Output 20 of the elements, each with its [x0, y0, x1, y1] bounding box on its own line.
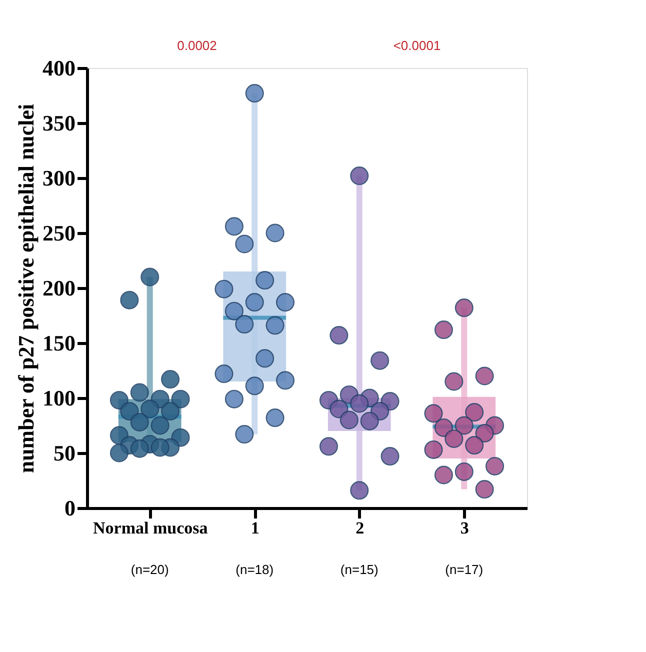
x-tick-label: Normal mucosa [92, 518, 208, 538]
text: <0.0001 [393, 38, 441, 53]
y-tick-label: 250 [42, 220, 76, 246]
y-axis-title: number of p27 positive epithelial nuclei [14, 104, 38, 474]
y-tick-label: 400 [42, 56, 76, 80]
y-tick-label: 100 [42, 386, 76, 410]
text: 0.0002 [177, 38, 217, 53]
text: (n=18) [236, 562, 274, 577]
text: (n=15) [340, 562, 378, 577]
y-tick-label: 300 [42, 166, 76, 190]
x-tick-label: 2 [356, 518, 364, 538]
y-tick-label: 50 [54, 440, 76, 466]
x-tick-label: 1 [250, 518, 260, 538]
y-tick-label: 350 [42, 110, 76, 136]
y-tick-label: 200 [42, 276, 76, 300]
text: (n=20) [130, 562, 169, 577]
y-tick-label: 0 [64, 496, 76, 520]
text: (n=17) [445, 562, 484, 577]
x-tick-label: 3 [460, 518, 469, 538]
y-tick-label: 150 [42, 330, 76, 356]
